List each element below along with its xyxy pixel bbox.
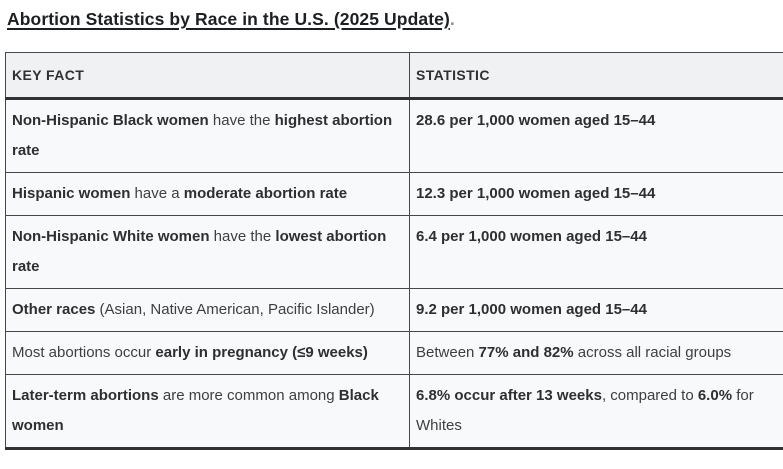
table-body: Non-Hispanic Black women have the highes… xyxy=(5,98,783,450)
statistic-cell: 9.2 per 1,000 women aged 15–44 xyxy=(409,288,783,332)
statistic-cell-text: 6.0% xyxy=(697,387,733,404)
table-header-row: KEY FACT STATISTIC xyxy=(5,52,783,100)
table-row: Non-Hispanic White women have the lowest… xyxy=(5,215,783,289)
key-fact-cell: Later-term abortions are more common amo… xyxy=(5,374,410,450)
key-fact-cell: Non-Hispanic White women have the lowest… xyxy=(5,215,410,289)
statistic-cell-text: , compared to xyxy=(601,387,698,404)
table-row: Non-Hispanic Black women have the highes… xyxy=(5,98,783,173)
key-fact-cell-text: early in pregnancy (≤9 weeks) xyxy=(155,344,368,361)
statistic-cell-text: 12.3 per 1,000 women aged 15–44 xyxy=(416,185,656,202)
key-fact-cell-text: Hispanic women xyxy=(12,185,131,202)
key-fact-cell-text: Other races xyxy=(12,301,96,318)
key-fact-cell-text: are more common among xyxy=(158,387,339,404)
statistic-cell-text: Between xyxy=(416,344,479,361)
table-row: Hispanic women have a moderate abortion … xyxy=(5,172,783,216)
key-fact-cell-text: Most abortions occur xyxy=(12,344,156,361)
abortion-stats-table: KEY FACT STATISTIC Non-Hispanic Black wo… xyxy=(5,52,783,450)
key-fact-cell: Hispanic women have a moderate abortion … xyxy=(5,172,410,216)
key-fact-cell-text: Non-Hispanic White women xyxy=(12,228,210,245)
page-title-suffix: . xyxy=(449,9,455,29)
statistic-cell-text: 9.2 per 1,000 women aged 15–44 xyxy=(416,301,647,318)
statistic-cell-text: 6.4 per 1,000 women aged 15–44 xyxy=(416,228,647,245)
statistic-cell: Between 77% and 82% across all racial gr… xyxy=(409,331,783,375)
statistic-cell-text: 77% and 82% xyxy=(478,344,574,361)
key-fact-cell-text: Later-term abortions xyxy=(12,387,159,404)
key-fact-cell-text: Non-Hispanic Black women xyxy=(12,112,209,129)
statistic-cell-text: across all racial groups xyxy=(573,344,732,361)
key-fact-cell-text: moderate abortion rate xyxy=(183,185,348,202)
key-fact-cell: Non-Hispanic Black women have the highes… xyxy=(5,98,410,173)
key-fact-cell-text: highest abortion rate xyxy=(12,112,393,159)
statistic-cell-text: 6.8% occur after 13 weeks xyxy=(416,387,602,404)
statistic-cell: 12.3 per 1,000 women aged 15–44 xyxy=(409,172,783,216)
key-fact-cell-text: have the xyxy=(209,228,276,245)
table-row: Later-term abortions are more common amo… xyxy=(5,374,783,450)
key-fact-cell-text: have the xyxy=(208,112,275,129)
statistic-cell-text: 28.6 per 1,000 women aged 15–44 xyxy=(416,112,656,129)
key-fact-cell-text: have a xyxy=(130,185,184,202)
statistic-cell: 28.6 per 1,000 women aged 15–44 xyxy=(409,98,783,173)
page-title: Abortion Statistics by Race in the U.S. … xyxy=(0,0,783,30)
column-header-key-fact: KEY FACT xyxy=(5,52,410,100)
key-fact-cell: Most abortions occur early in pregnancy … xyxy=(5,331,410,375)
key-fact-cell-text: (Asian, Native American, Pacific Islande… xyxy=(95,301,375,318)
table-row: Most abortions occur early in pregnancy … xyxy=(5,331,783,375)
key-fact-cell-text: lowest abortion rate xyxy=(12,228,387,275)
table-row: Other races (Asian, Native American, Pac… xyxy=(5,288,783,332)
column-header-statistic: STATISTIC xyxy=(409,52,783,100)
statistic-cell: 6.4 per 1,000 women aged 15–44 xyxy=(409,215,783,289)
page-title-text: Abortion Statistics by Race in the U.S. … xyxy=(7,9,450,29)
statistic-cell: 6.8% occur after 13 weeks, compared to 6… xyxy=(409,374,783,450)
key-fact-cell-text: Black women xyxy=(12,387,379,434)
statistic-cell-text: for Whites xyxy=(416,387,754,434)
key-fact-cell: Other races (Asian, Native American, Pac… xyxy=(5,288,410,332)
